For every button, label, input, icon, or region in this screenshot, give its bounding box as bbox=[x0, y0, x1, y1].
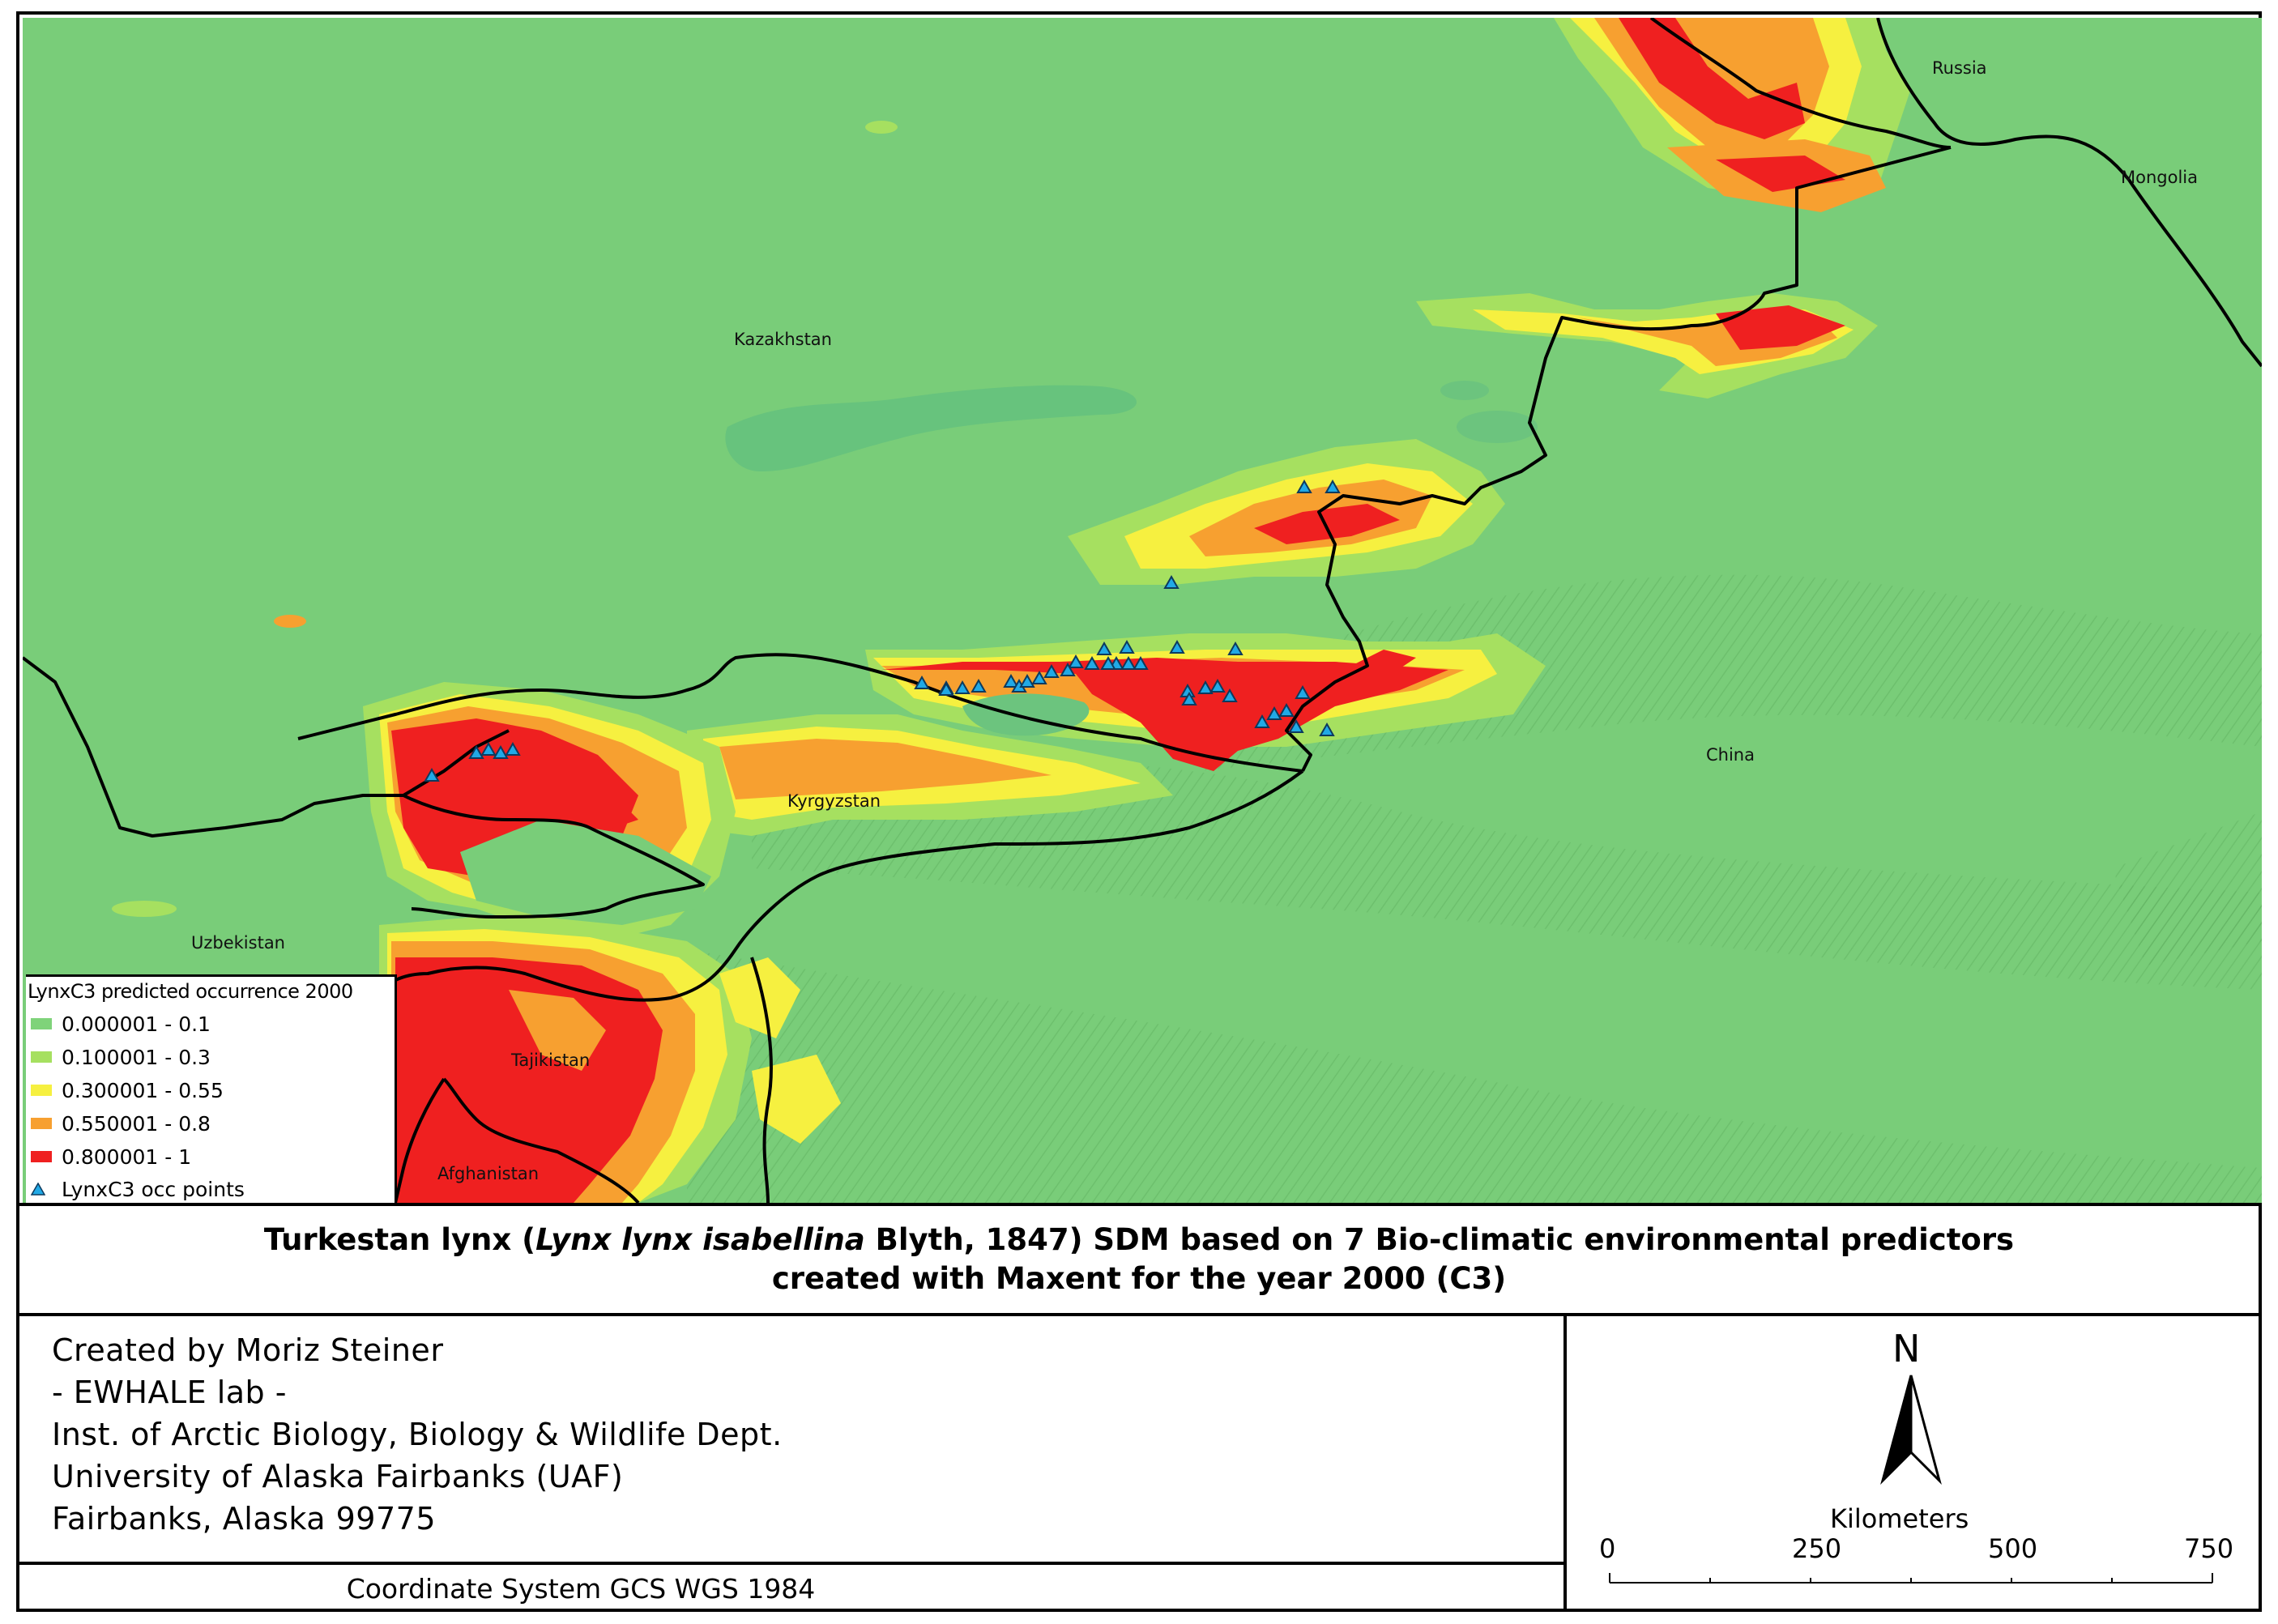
relief-east bbox=[2113, 812, 2262, 965]
map-legend: LynxC3 predicted occurrence 2000 0.00000… bbox=[26, 974, 397, 1203]
credits-panel: Created by Moriz Steiner - EWHALE lab - … bbox=[19, 1316, 1567, 1562]
legend-title: LynxC3 predicted occurrence 2000 bbox=[28, 980, 353, 1003]
legend-swatch bbox=[31, 1051, 52, 1063]
label-kazakhstan: Kazakhstan bbox=[734, 330, 832, 349]
legend-label: 0.100001 - 0.3 bbox=[62, 1045, 211, 1069]
legend-label: 0.000001 - 0.1 bbox=[62, 1012, 211, 1036]
scale-bar bbox=[1609, 1573, 2213, 1584]
legend-item-class3: 0.300001 - 0.55 bbox=[31, 1076, 224, 1105]
scale-tick-label: 750 bbox=[2184, 1533, 2234, 1564]
relief-pamir bbox=[752, 759, 2262, 990]
label-afghanistan: Afghanistan bbox=[437, 1164, 540, 1183]
legend-swatch bbox=[31, 1118, 52, 1129]
north-label: N bbox=[1892, 1327, 1921, 1370]
label-russia: Russia bbox=[1932, 58, 1987, 78]
legend-label: 0.800001 - 1 bbox=[62, 1144, 192, 1169]
legend-item-class2: 0.100001 - 0.3 bbox=[31, 1042, 211, 1072]
legend-label: 0.300001 - 0.55 bbox=[62, 1078, 224, 1102]
map-canvas bbox=[23, 18, 2262, 1203]
lake-balkhash bbox=[725, 385, 1137, 471]
map-title-line1: Turkestan lynx (Lynx lynx isabellina Bly… bbox=[263, 1222, 2015, 1257]
credit-university: University of Alaska Fairbanks (UAF) bbox=[52, 1459, 624, 1494]
map-panel[interactable]: Russia Mongolia Kazakhstan China Kyrgyzs… bbox=[23, 18, 2262, 1203]
legend-swatch bbox=[31, 1018, 52, 1029]
legend-item-class5: 0.800001 - 1 bbox=[31, 1142, 191, 1171]
credit-institute: Inst. of Arctic Biology, Biology & Wildl… bbox=[52, 1417, 783, 1452]
relief-tianshan bbox=[1197, 574, 2262, 771]
scale-tick-label: 500 bbox=[1988, 1533, 2038, 1564]
legend-item-points: LynxC3 occ points bbox=[31, 1174, 245, 1203]
map-title-line2: created with Maxent for the year 2000 (C… bbox=[771, 1261, 1507, 1296]
occurrence-points bbox=[424, 479, 1341, 782]
label-uzbekistan: Uzbekistan bbox=[191, 933, 285, 953]
north-arrow-icon bbox=[1880, 1375, 1942, 1485]
coordinate-system-text: Coordinate System GCS WGS 1984 bbox=[346, 1572, 816, 1605]
legend-label: 0.550001 - 0.8 bbox=[62, 1111, 211, 1136]
credit-address: Fairbanks, Alaska 99775 bbox=[52, 1501, 437, 1537]
coordinate-system: Coordinate System GCS WGS 1984 bbox=[19, 1562, 1567, 1612]
relief-kunlun bbox=[687, 949, 2262, 1203]
legend-swatch bbox=[31, 1085, 52, 1096]
label-kyrgyzstan: Kyrgyzstan bbox=[787, 791, 881, 811]
legend-item-class4: 0.550001 - 0.8 bbox=[31, 1109, 211, 1138]
map-title: Turkestan lynx (Lynx lynx isabellina Bly… bbox=[19, 1203, 2259, 1316]
species-name: Lynx lynx isabellina bbox=[535, 1222, 865, 1257]
label-tajikistan: Tajikistan bbox=[511, 1051, 591, 1070]
scale-title: Kilometers bbox=[1830, 1503, 1969, 1534]
triangle-icon bbox=[31, 1183, 52, 1196]
legend-swatch bbox=[31, 1151, 52, 1162]
scale-tick-label: 250 bbox=[1792, 1533, 1842, 1564]
north-arrow: N bbox=[1875, 1327, 1947, 1489]
label-mongolia: Mongolia bbox=[2121, 168, 2198, 187]
map-layout-frame: Russia Mongolia Kazakhstan China Kyrgyzs… bbox=[16, 11, 2262, 1612]
legend-label: LynxC3 occ points bbox=[62, 1177, 245, 1201]
country-borders bbox=[23, 18, 2262, 1203]
credit-author: Created by Moriz Steiner bbox=[52, 1332, 444, 1368]
scale-tick-label: 0 bbox=[1599, 1533, 1616, 1564]
legend-item-class1: 0.000001 - 0.1 bbox=[31, 1009, 211, 1038]
label-china: China bbox=[1706, 745, 1755, 765]
credit-lab: - EWHALE lab - bbox=[52, 1375, 287, 1410]
